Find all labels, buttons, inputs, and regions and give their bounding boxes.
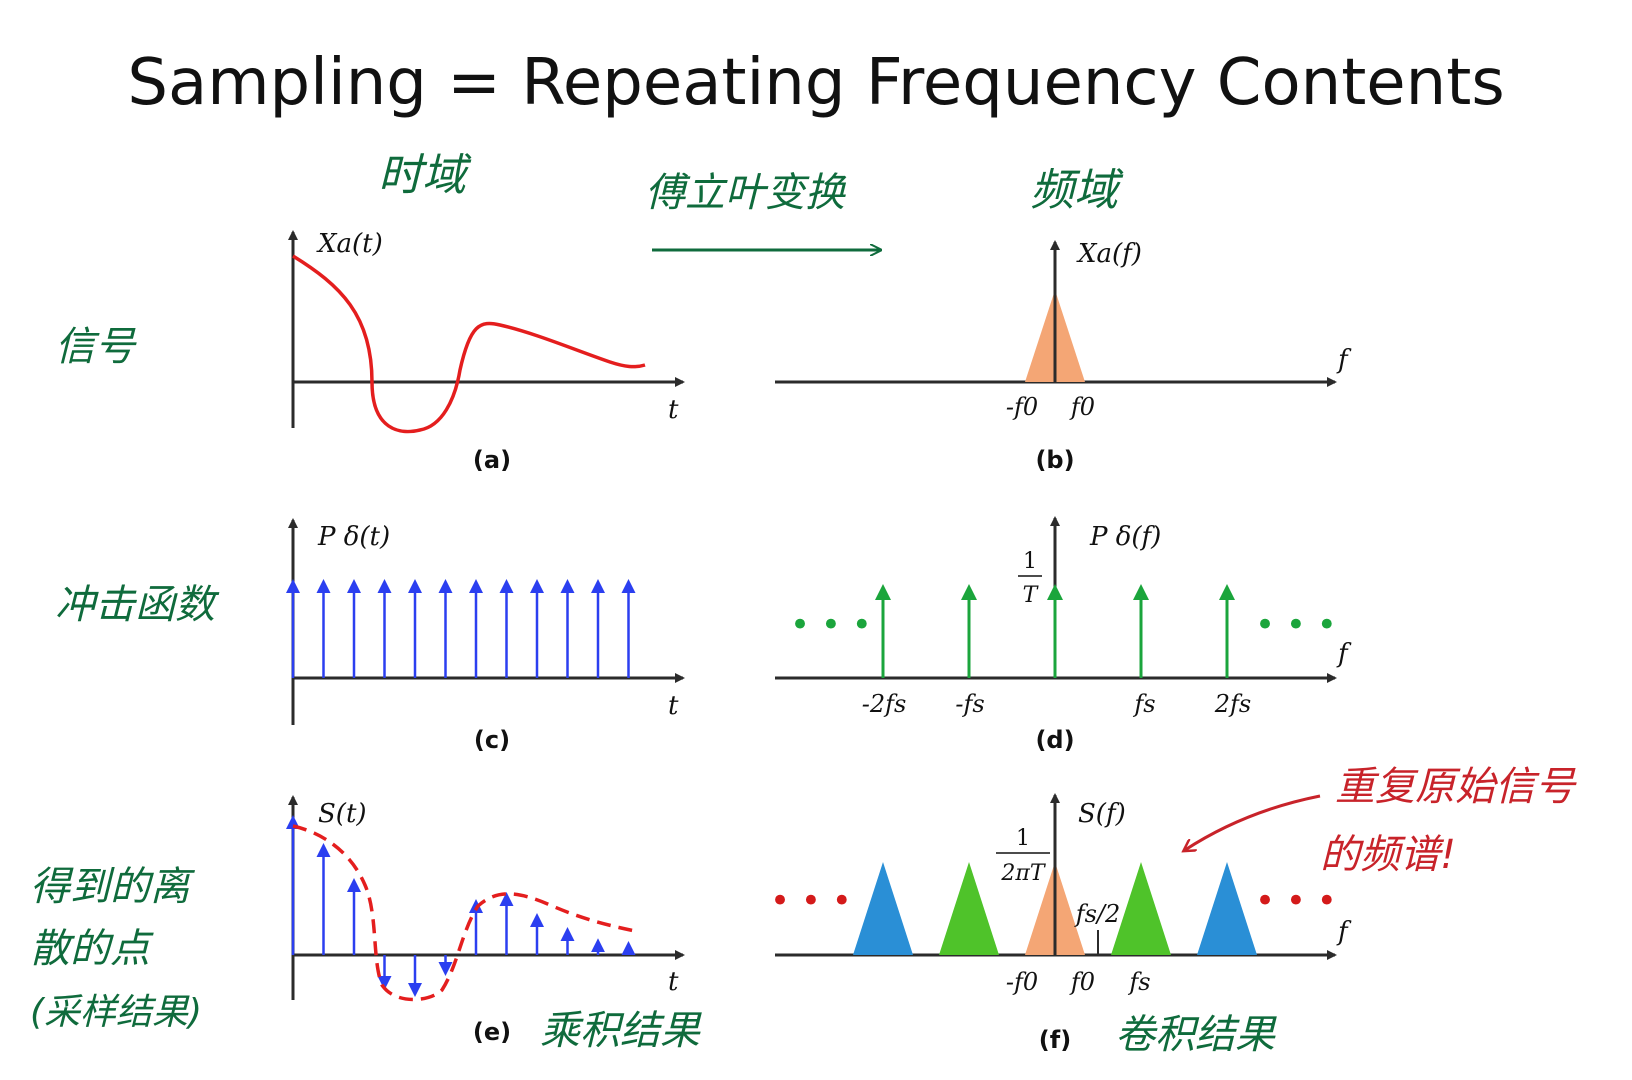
panel-f-frac-den: 2πT	[1000, 861, 1046, 886]
annotation-convolution: 卷积结果	[1115, 1012, 1277, 1058]
panel-f-dots-right: • • •	[1255, 881, 1337, 921]
spectrum-copy-triangle	[939, 862, 999, 955]
panel-b-caption: (b)	[1035, 446, 1074, 474]
panel-d-frac-num: 1	[1023, 549, 1037, 574]
panel-d-caption: (d)	[1035, 726, 1074, 754]
panel-e-caption: (e)	[473, 1018, 511, 1046]
annotation-repeat-line1: 重复原始信号	[1335, 764, 1577, 810]
repeat-arrow	[1185, 794, 1321, 850]
panel-d-dots-right: • • •	[1255, 605, 1337, 645]
panel-d-xlabel: f	[1336, 639, 1352, 669]
slide-title: Sampling = Repeating Frequency Contents	[127, 46, 1504, 120]
annotation-discrete-line2: 散的点	[30, 926, 154, 972]
panel-d-tick-neg-2fs: -2fs	[862, 690, 907, 718]
panel-f-caption: (f)	[1039, 1026, 1071, 1054]
annotation-signal: 信号	[55, 324, 137, 370]
panel-e-xlabel: t	[668, 967, 679, 997]
panel-f-tick-f0: f0	[1069, 968, 1095, 996]
spectrum-copy-triangle	[853, 862, 913, 955]
panel-e: S(t) t (e)	[286, 795, 685, 1046]
panel-a-caption: (a)	[473, 446, 511, 474]
impulse-train-time	[286, 579, 636, 678]
panel-b-tick-neg-f0: -f0	[1006, 393, 1038, 421]
panel-f-tick-neg-f0: -f0	[1006, 968, 1038, 996]
panel-c-caption: (c)	[474, 726, 510, 754]
panel-f-half-label: fs/2	[1074, 900, 1121, 928]
annotation-impulse: 冲击函数	[55, 582, 220, 628]
panel-e-ylabel: S(t)	[318, 799, 367, 829]
panel-d-frac-den: T	[1023, 583, 1040, 608]
panel-d-tick-neg-fs: -fs	[955, 690, 984, 718]
annotation-discrete-line3: (采样结果)	[30, 992, 202, 1033]
panel-d-tick-2fs: 2fs	[1214, 690, 1251, 718]
panel-c-xlabel: t	[668, 691, 679, 721]
panel-f-xlabel: f	[1336, 917, 1352, 947]
panel-f-ylabel: S(f)	[1078, 799, 1126, 829]
annotation-discrete-line1: 得到的离	[30, 864, 195, 910]
annotation-product: 乘积结果	[540, 1008, 702, 1054]
sampled-impulses	[286, 815, 636, 997]
panel-d-ylabel: P δ(f)	[1089, 522, 1161, 552]
panel-f-dots-left: • • •	[770, 881, 852, 921]
signal-curve	[292, 254, 646, 434]
panel-d-tick-fs: fs	[1132, 690, 1155, 718]
spectrum-copy-triangle	[1111, 862, 1171, 955]
panel-b-tick-f0: f0	[1069, 393, 1095, 421]
panel-f-frac-num: 1	[1016, 826, 1030, 851]
panel-b: Xa(f) f -f0 f0 (b)	[775, 239, 1352, 474]
panel-d-dots-left: • • •	[790, 605, 872, 645]
impulse-train-freq	[875, 584, 1235, 678]
annotation-freq-domain: 频域	[1030, 165, 1124, 216]
panel-b-xlabel: f	[1336, 345, 1352, 375]
panel-d: • • • • • • 1 T P δ(f) f -2fs -fs fs 2fs…	[775, 516, 1352, 754]
panel-f: • • • • • • 1 2πT S(f) f fs/2 -f0 f0 fs …	[770, 793, 1352, 1054]
annotation-fourier: 傅立叶变换	[645, 170, 847, 216]
panel-a-ylabel: Xa(t)	[316, 229, 383, 259]
annotation-time-domain: 时域	[378, 150, 472, 201]
panel-a-xlabel: t	[668, 395, 679, 425]
panel-c-ylabel: P δ(t)	[317, 522, 390, 552]
annotation-repeat-line2: 的频谱!	[1320, 832, 1456, 878]
panel-f-tick-fs: fs	[1127, 968, 1150, 996]
spectrum-copy-triangle	[1197, 862, 1257, 955]
panel-b-ylabel: Xa(f)	[1076, 239, 1142, 269]
panel-a: Xa(t) t (a)	[288, 229, 685, 474]
sampled-envelope	[292, 824, 641, 1002]
panel-c: P δ(t) t (c)	[286, 518, 685, 754]
